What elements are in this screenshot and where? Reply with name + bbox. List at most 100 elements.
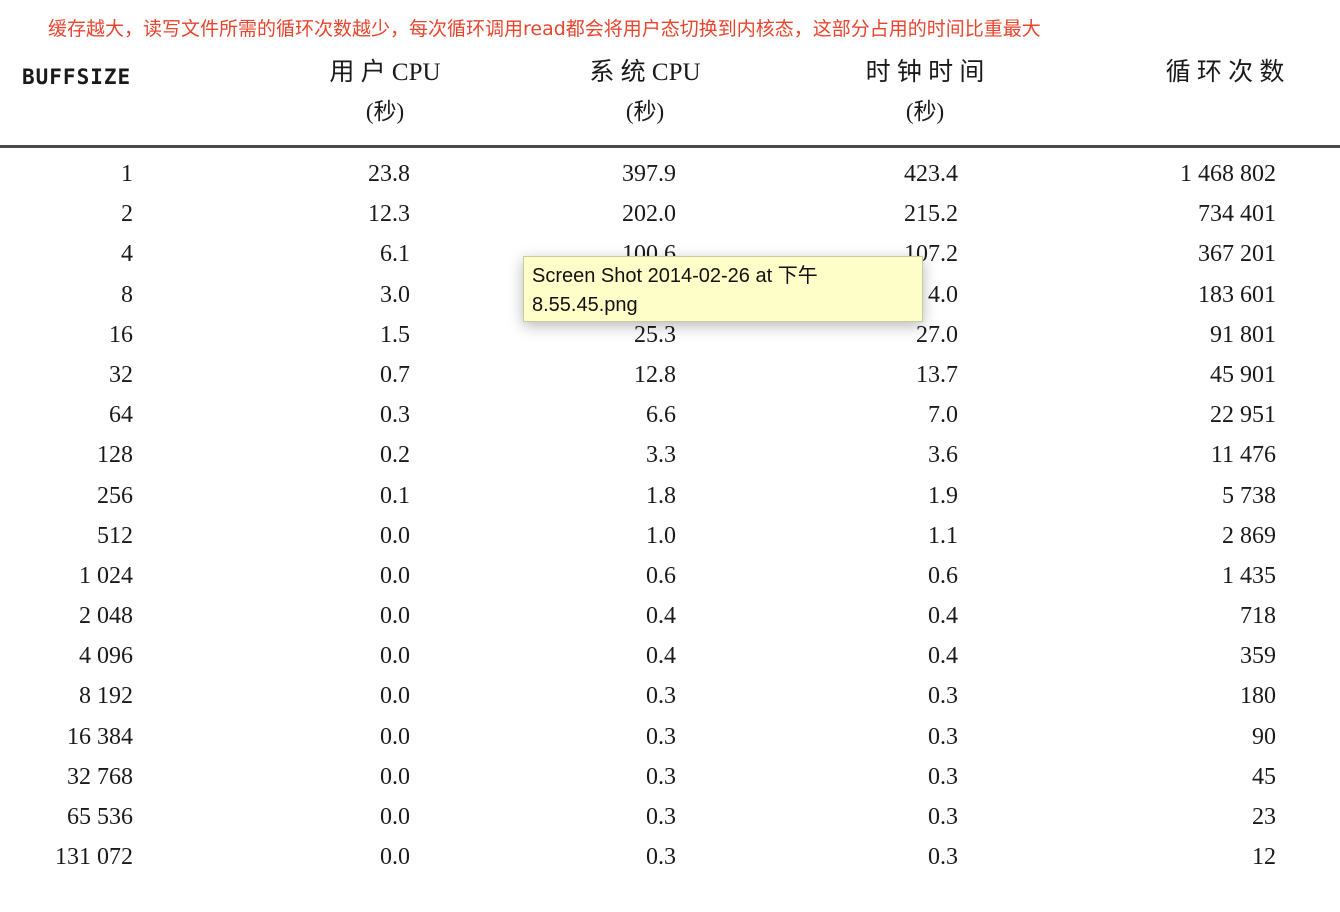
header-system-cpu: 系 统 CPU (秒) (575, 58, 715, 127)
annotation-note: 缓存越大，读写文件所需的循环次数越少，每次循环调用read都会将用户态切换到内核… (48, 18, 1041, 40)
loop-count-cell: 1 468 802 (1180, 161, 1276, 187)
buffsize-cell: 2 048 (79, 603, 133, 630)
header-loop-count: 循 环 次 数 (1150, 58, 1300, 88)
file-name-tooltip: Screen Shot 2014-02-26 at 下午 8.55.45.png (523, 256, 923, 322)
buffsize-cell: 256 (97, 482, 133, 509)
buffsize-cell: 128 (97, 442, 133, 469)
table-row: 2 048 0.0 0.4 0.4 718 (0, 596, 1340, 636)
buffsize-cell: 512 (97, 522, 133, 549)
user-cpu-cell: 3.0 (380, 281, 410, 308)
user-cpu-cell: 0.0 (380, 562, 410, 589)
system-cpu-cell: 1.8 (646, 482, 676, 509)
header-system-cpu-title: 系 统 CPU (589, 59, 701, 86)
clock-time-cell: 0.3 (928, 683, 958, 710)
table-row: 1 23.8 397.9 423.4 1 468 802 (0, 154, 1340, 194)
user-cpu-cell: 12.3 (368, 201, 410, 228)
clock-time-cell: 3.6 (928, 442, 958, 469)
table-row: 131 072 0.0 0.3 0.3 12 (0, 837, 1340, 877)
loop-count-cell: 23 (1252, 804, 1276, 830)
table-row: 1 024 0.0 0.6 0.6 1 435 (0, 556, 1340, 596)
loop-count-cell: 22 951 (1210, 402, 1276, 429)
buffsize-cell: 8 192 (79, 683, 133, 710)
system-cpu-cell: 0.3 (646, 763, 676, 790)
header-clock-time-title: 时 钟 时 间 (865, 59, 985, 86)
header-user-cpu-unit: (秒) (365, 99, 405, 124)
user-cpu-cell: 0.1 (380, 482, 410, 509)
user-cpu-cell: 0.0 (380, 804, 410, 830)
buffsize-cell: 2 (121, 201, 133, 228)
loop-count-cell: 359 (1240, 643, 1276, 670)
loop-count-cell: 91 801 (1210, 321, 1276, 348)
header-user-cpu: 用 户 CPU (秒) (315, 58, 455, 127)
system-cpu-cell: 0.4 (646, 643, 676, 670)
table-row: 4 096 0.0 0.4 0.4 359 (0, 636, 1340, 676)
user-cpu-cell: 0.0 (380, 643, 410, 670)
buffsize-cell: 8 (121, 281, 133, 308)
table-row: 256 0.1 1.8 1.9 5 738 (0, 476, 1340, 516)
system-cpu-cell: 0.3 (646, 723, 676, 750)
system-cpu-cell: 25.3 (634, 321, 676, 348)
system-cpu-cell: 6.6 (646, 402, 676, 429)
system-cpu-cell: 0.3 (646, 804, 676, 830)
loop-count-cell: 45 901 (1210, 361, 1276, 388)
user-cpu-cell: 0.7 (380, 361, 410, 388)
loop-count-cell: 12 (1252, 844, 1276, 871)
loop-count-cell: 367 201 (1198, 241, 1276, 268)
loop-count-cell: 45 (1252, 763, 1276, 790)
buffsize-cell: 65 536 (67, 804, 133, 830)
loop-count-cell: 183 601 (1198, 281, 1276, 308)
system-cpu-cell: 3.3 (646, 442, 676, 469)
clock-time-cell: 423.4 (904, 161, 958, 187)
system-cpu-cell: 12.8 (634, 361, 676, 388)
buffsize-cell: 16 (109, 321, 133, 348)
loop-count-cell: 11 476 (1210, 442, 1276, 469)
table-row: 128 0.2 3.3 3.6 11 476 (0, 435, 1340, 475)
table-row: 32 0.7 12.8 13.7 45 901 (0, 355, 1340, 395)
system-cpu-cell: 0.4 (646, 603, 676, 630)
clock-time-cell: 0.4 (928, 643, 958, 670)
buffsize-cell: 1 (121, 161, 133, 187)
user-cpu-cell: 0.0 (380, 522, 410, 549)
table-row: 16 1.5 25.3 27.0 91 801 (0, 315, 1340, 355)
buffsize-cell: 32 768 (67, 763, 133, 790)
system-cpu-cell: 202.0 (622, 201, 676, 228)
user-cpu-cell: 0.0 (380, 844, 410, 871)
clock-time-cell: 7.0 (928, 402, 958, 429)
buffsize-cell: 1 024 (79, 562, 133, 589)
buffsize-cell: 16 384 (67, 723, 133, 750)
header-user-cpu-title: 用 户 CPU (329, 59, 441, 86)
system-cpu-cell: 397.9 (622, 161, 676, 187)
clock-time-cell: 0.3 (928, 804, 958, 830)
loop-count-cell: 1 435 (1222, 562, 1276, 589)
header-buffsize: BUFFSIZE (22, 62, 131, 92)
clock-time-cell: 1.1 (928, 522, 958, 549)
header-clock-time-unit: (秒) (905, 99, 945, 124)
clock-time-cell: 0.4 (928, 603, 958, 630)
system-cpu-cell: 0.3 (646, 683, 676, 710)
table-row: 65 536 0.0 0.3 0.3 23 (0, 797, 1340, 837)
clock-time-cell: 27.0 (916, 321, 958, 348)
user-cpu-cell: 0.2 (380, 442, 410, 469)
system-cpu-cell: 0.6 (646, 562, 676, 589)
loop-count-cell: 180 (1240, 683, 1276, 710)
buffsize-cell: 64 (109, 402, 133, 429)
table-row: 8 192 0.0 0.3 0.3 180 (0, 676, 1340, 716)
table-body: 1 23.8 397.9 423.4 1 468 802 2 12.3 202.0 215.2 7… (0, 154, 1340, 877)
user-cpu-cell: 6.1 (380, 241, 410, 268)
loop-count-cell: 718 (1240, 603, 1276, 630)
system-cpu-cell: 1.0 (646, 522, 676, 549)
user-cpu-cell: 0.0 (380, 603, 410, 630)
table-row: 2 12.3 202.0 215.2 734 401 (0, 194, 1340, 234)
clock-time-cell: 0.6 (928, 562, 958, 589)
clock-time-cell: 0.3 (928, 763, 958, 790)
clock-time-cell: 0.3 (928, 844, 958, 871)
header-buffsize-title: BUFFSIZE (22, 65, 132, 89)
table-row: 8 3.0 4.0 183 601 (0, 275, 1340, 315)
loop-count-cell: 2 869 (1222, 522, 1276, 549)
header-loop-count-title: 循 环 次 数 (1165, 59, 1285, 86)
user-cpu-cell: 0.0 (380, 723, 410, 750)
header-divider (0, 145, 1340, 148)
buffsize-cell: 131 072 (55, 844, 133, 871)
loop-count-cell: 5 738 (1222, 482, 1276, 509)
user-cpu-cell: 0.0 (380, 683, 410, 710)
